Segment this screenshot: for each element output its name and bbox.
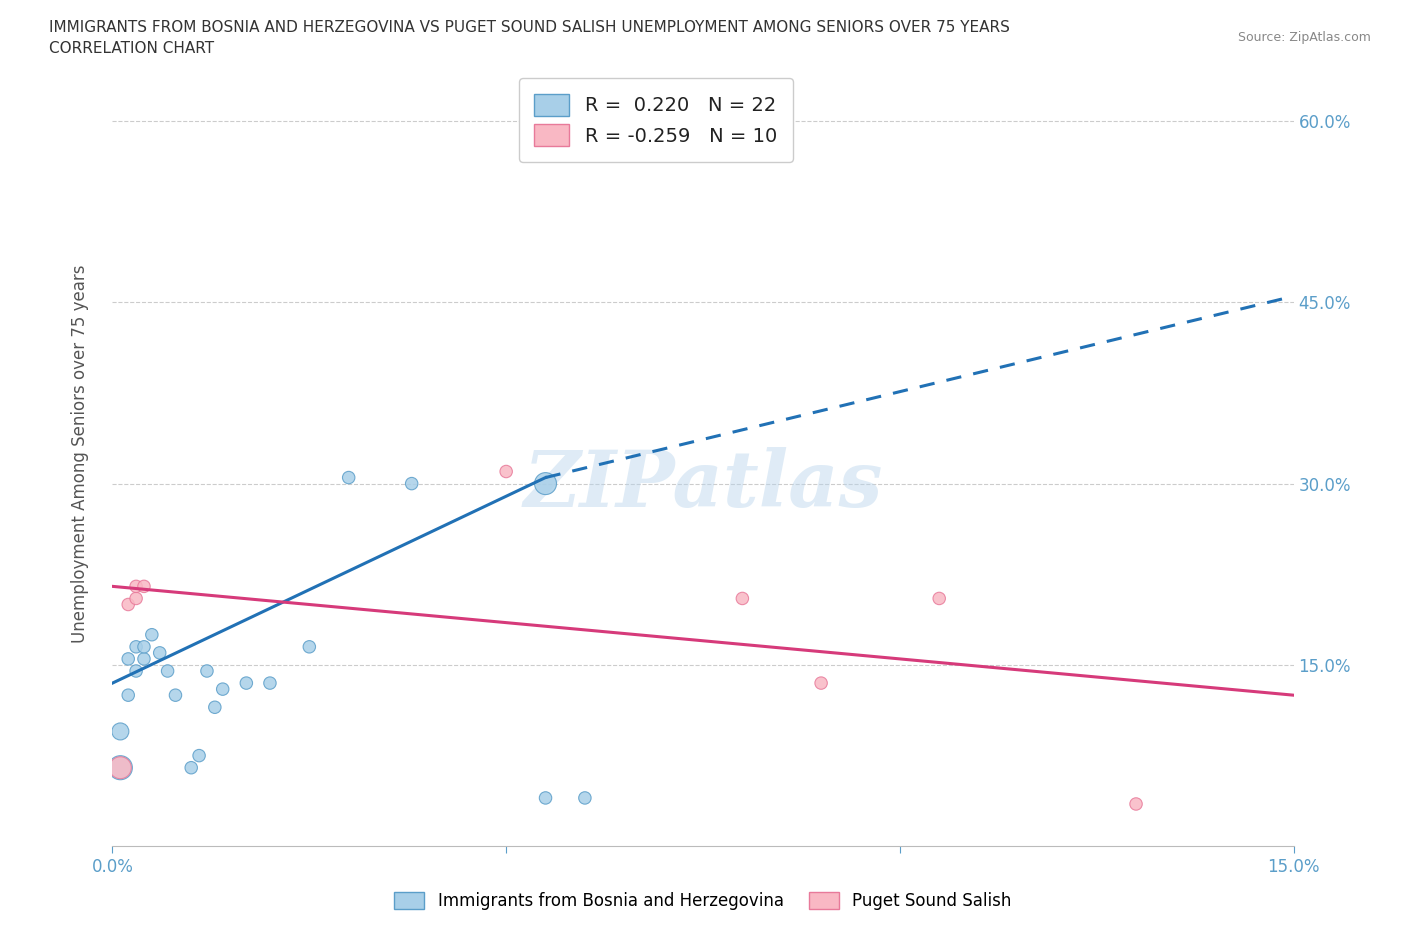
Point: [132, 640, 155, 655]
Point: [574, 144, 596, 159]
Point: [180, 761, 202, 776]
Point: [165, 688, 187, 703]
Point: [110, 761, 132, 776]
Point: [156, 664, 179, 679]
Legend: R =  0.220   N = 22, R = -0.259   N = 10: R = 0.220 N = 22, R = -0.259 N = 10: [519, 78, 793, 162]
Point: [534, 476, 557, 491]
Text: IMMIGRANTS FROM BOSNIA AND HERZEGOVINA VS PUGET SOUND SALISH UNEMPLOYMENT AMONG : IMMIGRANTS FROM BOSNIA AND HERZEGOVINA V…: [49, 20, 1010, 35]
Point: [1125, 796, 1147, 811]
Point: [810, 675, 832, 690]
Point: [125, 664, 148, 679]
Point: [117, 651, 139, 666]
Point: [195, 664, 218, 679]
Point: [211, 682, 233, 697]
Point: [110, 724, 132, 738]
Point: [574, 790, 596, 805]
Point: [204, 700, 226, 715]
Text: Source: ZipAtlas.com: Source: ZipAtlas.com: [1237, 31, 1371, 44]
Point: [125, 591, 148, 606]
Point: [132, 651, 155, 666]
Point: [534, 790, 557, 805]
Point: [125, 640, 148, 655]
Point: [235, 675, 257, 690]
Point: [149, 645, 172, 660]
Text: CORRELATION CHART: CORRELATION CHART: [49, 41, 214, 56]
Point: [495, 464, 517, 479]
Point: [117, 597, 139, 612]
Point: [125, 578, 148, 594]
Point: [298, 640, 321, 655]
Y-axis label: Unemployment Among Seniors over 75 years: Unemployment Among Seniors over 75 years: [70, 264, 89, 643]
Text: ZIPatlas: ZIPatlas: [523, 446, 883, 523]
Point: [141, 628, 163, 643]
Point: [401, 476, 423, 491]
Legend: Immigrants from Bosnia and Herzegovina, Puget Sound Salish: Immigrants from Bosnia and Herzegovina, …: [388, 885, 1018, 917]
Point: [132, 578, 155, 594]
Point: [259, 675, 281, 690]
Point: [110, 761, 132, 776]
Point: [928, 591, 950, 606]
Point: [188, 748, 211, 763]
Point: [337, 471, 360, 485]
Point: [731, 591, 754, 606]
Point: [117, 688, 139, 703]
